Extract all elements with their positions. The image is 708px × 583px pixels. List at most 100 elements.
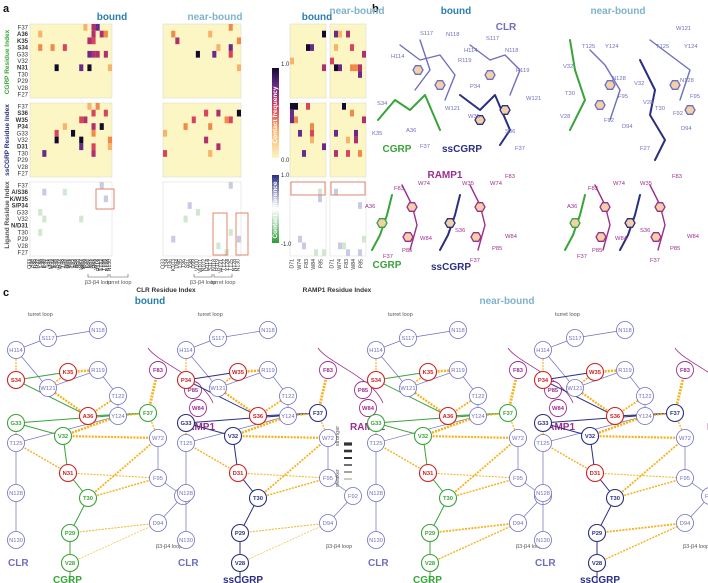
ligand-node-label: V28 — [65, 561, 76, 567]
heatmap-cell — [216, 44, 221, 51]
clr-node — [676, 469, 694, 487]
x-tick-label: P85 — [358, 259, 364, 268]
contact-line — [589, 414, 646, 438]
ligand-node-label: F37 — [313, 411, 323, 417]
clr-chain — [15, 329, 119, 540]
row-label: G33 — [17, 52, 29, 58]
ligand-node — [248, 488, 268, 508]
contact-line — [429, 522, 519, 534]
structure-label: W84 — [615, 236, 628, 242]
clr-node — [7, 531, 25, 549]
x-tick-label: L38 — [38, 259, 44, 268]
structure-label: F37 — [650, 258, 660, 264]
clr-node-label: W121 — [400, 386, 415, 392]
heatmap-cell — [346, 150, 350, 157]
x-tick-label: Y61 — [88, 259, 94, 268]
clr-node — [319, 429, 337, 447]
panel-a-label: a — [3, 3, 10, 15]
cbar1-bottom: 0.0 — [281, 158, 290, 164]
clr-node — [39, 379, 57, 397]
x-tick-label: T122 — [222, 259, 228, 271]
ligand-node — [533, 413, 553, 433]
aromatic-ring — [474, 115, 486, 125]
contact-line — [87, 477, 159, 499]
heatmap-cell — [83, 24, 88, 31]
panel-a-near-title: near-bound — [188, 12, 243, 23]
heatmap-cell — [334, 150, 338, 157]
aromatic-ring — [569, 218, 581, 228]
aromatic-ring — [412, 65, 424, 75]
cbar2-label: Contact difference — [272, 181, 279, 238]
aromatic-ring — [595, 232, 607, 242]
structure-label: F37 — [577, 254, 587, 260]
structure-label: W84 — [687, 234, 700, 240]
heatmap-cell — [91, 109, 96, 117]
x-tick-label: D71 — [330, 259, 336, 269]
row-label: V28 — [17, 86, 28, 92]
aromatic-ring — [654, 202, 666, 212]
ligand-node — [587, 553, 607, 573]
structure-label: A36 — [365, 204, 375, 210]
heatmap-cell — [79, 116, 84, 124]
x-tick-label: N128 — [232, 259, 238, 272]
heatmap-cell — [354, 136, 358, 144]
clr-node-label: N130 — [536, 538, 550, 544]
heatmap-cell — [228, 229, 233, 236]
ramp-node-label: W84 — [552, 406, 565, 412]
heatmap-cell — [107, 143, 112, 151]
aromatic-ring — [650, 232, 662, 242]
structure-label: W74 — [418, 181, 431, 187]
clr-node — [177, 341, 195, 359]
heatmap-cell — [91, 24, 96, 31]
stick-chain — [469, 44, 521, 96]
x-tick-label: T96 — [181, 259, 187, 268]
row-label: F37 — [18, 104, 29, 110]
ligand-node — [605, 406, 625, 426]
b3b4-loop-label: β3-β4 loop — [516, 544, 542, 550]
row-label: F27 — [18, 93, 29, 99]
ligand-node-label: T30 — [83, 496, 93, 502]
x-tick-label: T122 — [98, 259, 104, 271]
cbar1-label: Contact frequency — [272, 86, 279, 143]
ligand-node — [6, 413, 26, 433]
row-label: N/D31 — [11, 224, 29, 230]
heatmap-cell — [38, 208, 43, 216]
clr-node — [319, 514, 337, 532]
clr-node-label: W72 — [322, 436, 334, 442]
heatmap-panel — [162, 23, 242, 99]
heatmap-cell — [318, 188, 322, 196]
clr-node-label: T125 — [369, 441, 382, 447]
clr-chain — [185, 329, 289, 540]
contact-line — [15, 442, 69, 474]
heatmap-cell — [236, 235, 241, 243]
structure-label: W121 — [526, 96, 541, 102]
ligand-node-label: P29 — [65, 531, 76, 537]
heatmap-cell — [195, 50, 200, 58]
turret-loop-label: turret loop — [28, 312, 53, 318]
aromatic-ring — [402, 232, 414, 242]
clr-node — [636, 387, 654, 405]
clr-node — [209, 329, 227, 347]
heatmap-cell — [175, 37, 180, 45]
b3b4-loop-label: β3-β4 loop — [683, 544, 708, 550]
heatmap-panel — [162, 181, 242, 257]
ligand-label: ssCGRP — [223, 575, 263, 583]
structure-sticks — [371, 39, 696, 251]
clr-node-label: R119 — [91, 368, 104, 374]
heatmap-cell — [354, 64, 358, 72]
clr-node-label: N130 — [179, 538, 193, 544]
x-tick-label: W84 — [311, 259, 317, 270]
x-tick-label: Y124 — [225, 259, 231, 271]
clr-label: CLR — [8, 558, 29, 569]
row-label: P29 — [17, 158, 28, 164]
clr-node — [109, 407, 127, 425]
clr-node — [39, 329, 57, 347]
contact-line — [87, 437, 159, 499]
ligand-node — [58, 463, 78, 483]
heatmap-cell — [306, 44, 310, 51]
structure-label: F37 — [383, 254, 393, 260]
clr-node — [149, 429, 167, 447]
x-tick-label: F83 — [344, 259, 350, 268]
heatmap-cell — [224, 116, 229, 124]
clr-node — [534, 434, 552, 452]
